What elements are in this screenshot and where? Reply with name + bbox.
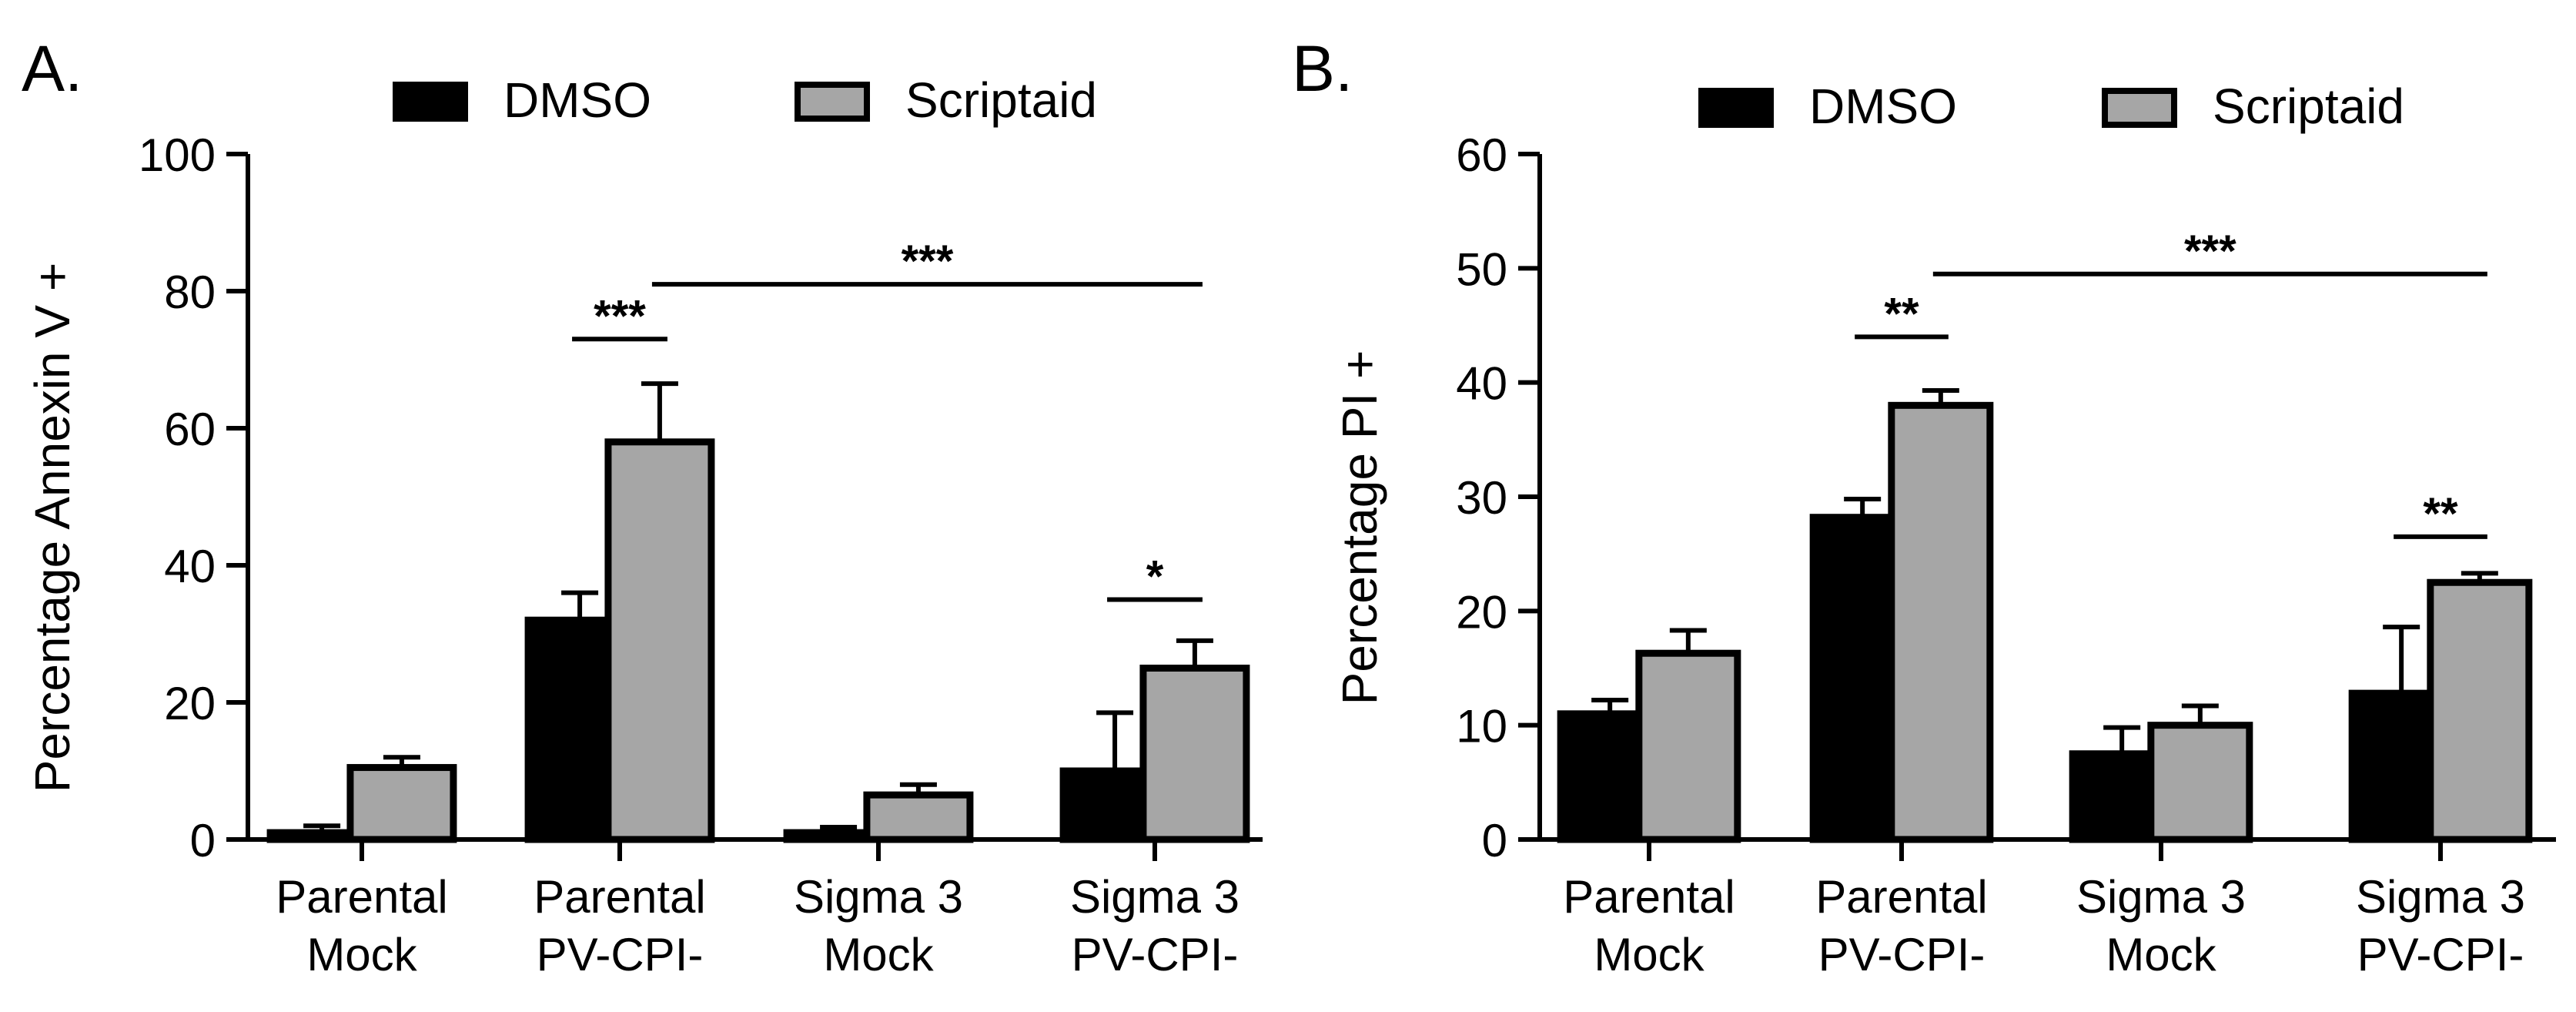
legend-swatch-dmso: [393, 82, 468, 122]
y-tick-label: 80: [164, 266, 216, 318]
bar-scriptaid-1: [604, 438, 715, 843]
significance-label: *: [1146, 552, 1164, 602]
bar-scriptaid-2: [2147, 722, 2253, 843]
legend-label-dmso: DMSO: [1809, 79, 1957, 134]
legend-label-dmso: DMSO: [503, 72, 651, 128]
x-tick-label: Parental: [534, 871, 705, 923]
x-tick-label: PV-CPI-: [537, 929, 704, 980]
legend-label-scriptaid: Scriptaid: [905, 72, 1097, 128]
y-tick-label: 20: [164, 678, 216, 729]
y-tick-label: 50: [1456, 243, 1507, 295]
bar-scriptaid-2: [863, 791, 974, 843]
significance-label: ***: [2184, 226, 2236, 276]
y-tick-label: 100: [139, 129, 216, 181]
panel-label: B.: [1292, 32, 1353, 105]
chart-panel-b: B. 0 10 20 30 40 50 60 Percentage PI + Parental Mo…: [1292, 32, 2556, 980]
x-tick-label: Parental: [1815, 871, 1987, 923]
bar-scriptaid-0: [1635, 649, 1741, 843]
y-tick-label: 40: [164, 541, 216, 592]
x-tick-label: PV-CPI-: [1072, 929, 1239, 980]
x-tick-label: PV-CPI-: [1818, 929, 1986, 980]
x-tick-label: Sigma 3: [2356, 871, 2525, 923]
y-tick-label: 0: [1482, 815, 1507, 866]
panel-label: A.: [22, 32, 82, 105]
x-tick-label: Mock: [823, 929, 934, 980]
x-tick-label: Parental: [276, 871, 447, 923]
bar-scriptaid-1: [1888, 401, 1994, 843]
significance-label: **: [1884, 289, 1919, 339]
legend-swatch-scriptaid: [795, 82, 870, 122]
significance-label: **: [2423, 489, 2458, 539]
x-tick-label: Mock: [306, 929, 417, 980]
legend-swatch-dmso: [1698, 88, 1774, 128]
x-tick-label: PV-CPI-: [2357, 929, 2524, 980]
y-axis-title: Percentage Annexin V +: [25, 263, 80, 793]
x-tick-label: Mock: [1594, 929, 1705, 980]
bar-scriptaid-0: [346, 764, 457, 843]
significance-label: ***: [902, 236, 954, 287]
x-tick-label: Sigma 3: [1070, 871, 1239, 923]
legend-label-scriptaid: Scriptaid: [2213, 79, 2404, 134]
legend-swatch-scriptaid: [2102, 88, 2177, 128]
y-tick-label: 0: [190, 815, 216, 866]
x-tick-label: Parental: [1563, 871, 1735, 923]
x-tick-label: Sigma 3: [794, 871, 963, 923]
y-tick-label: 40: [1456, 358, 1507, 410]
y-tick-label: 60: [1456, 129, 1507, 181]
chart-panel-a: A. 0 20 40 60 80 100 Percentage Annexin V + Pare…: [22, 32, 1263, 980]
y-tick-label: 20: [1456, 586, 1507, 638]
x-tick-label: Sigma 3: [2076, 871, 2246, 923]
x-tick-label: Mock: [2106, 929, 2216, 980]
y-tick-label: 30: [1456, 472, 1507, 524]
significance-label: ***: [594, 291, 646, 341]
bar-scriptaid-3: [2427, 578, 2533, 843]
bar-scriptaid-3: [1139, 665, 1250, 843]
y-tick-label: 10: [1456, 701, 1507, 752]
y-tick-label: 60: [164, 404, 216, 455]
y-axis-title: Percentage PI +: [1332, 350, 1387, 705]
